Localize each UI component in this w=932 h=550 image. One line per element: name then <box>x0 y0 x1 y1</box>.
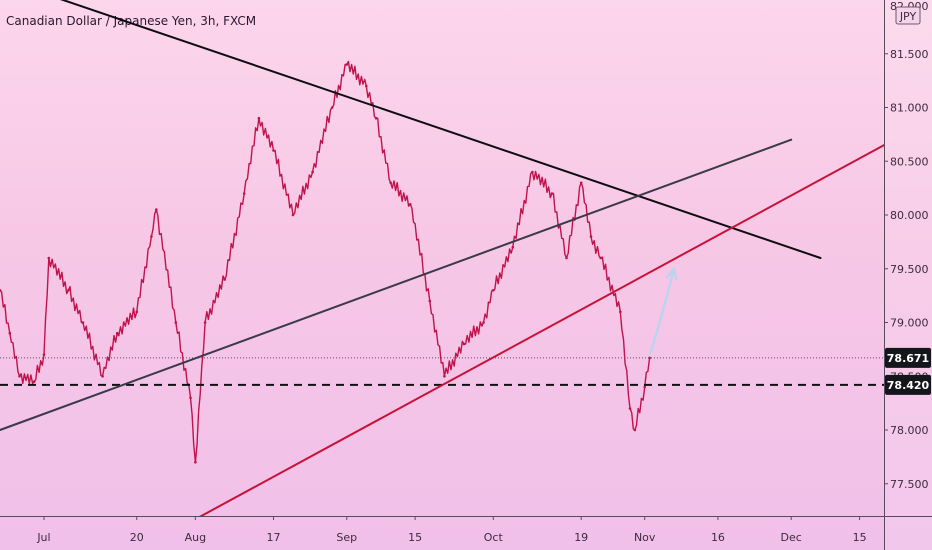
y-tick-label: 81.500 <box>890 48 929 61</box>
price-point-11 <box>150 235 153 238</box>
price-point-0 <box>0 289 2 292</box>
price-series-line <box>0 60 651 463</box>
price-axis-panel[interactable] <box>884 0 932 550</box>
price-point-2 <box>18 375 21 378</box>
price-point-18 <box>242 192 246 195</box>
price-point-39 <box>589 235 593 238</box>
x-tick-label: Jul <box>36 531 50 544</box>
price-point-3 <box>32 380 36 383</box>
price-point-15 <box>194 460 197 464</box>
price-point-7 <box>81 321 85 324</box>
support-level-tag-label: 78.420 <box>887 379 930 392</box>
price-point-34 <box>511 245 515 249</box>
upper-support-trendline[interactable] <box>0 138 793 431</box>
price-point-26 <box>374 116 378 120</box>
y-tick-label: 77.500 <box>890 478 929 491</box>
price-point-45 <box>648 356 651 360</box>
support-level-tag[interactable] <box>885 374 931 395</box>
x-tick-label: 15 <box>408 531 422 544</box>
y-tick-label: 80.000 <box>890 209 929 222</box>
x-tick-label: Dec <box>781 531 802 544</box>
price-point-21 <box>291 213 295 217</box>
currency-badge[interactable] <box>895 6 921 25</box>
price-point-22 <box>311 170 314 174</box>
price-point-31 <box>462 342 466 346</box>
price-point-20 <box>272 149 275 152</box>
price-point-12 <box>155 208 158 211</box>
x-tick-label: 20 <box>130 531 144 544</box>
price-point-5 <box>47 256 51 260</box>
y-tick-label: 81.000 <box>890 102 929 115</box>
lower-support-trendline[interactable] <box>195 144 884 519</box>
price-point-1 <box>8 331 12 335</box>
price-point-37 <box>565 256 568 260</box>
price-point-32 <box>482 321 485 324</box>
x-tick-label: 15 <box>853 531 867 544</box>
price-point-38 <box>579 181 583 185</box>
price-point-43 <box>633 428 637 432</box>
price-point-9 <box>115 331 119 335</box>
current-price-tag-label: 78.671 <box>887 352 929 365</box>
price-point-41 <box>619 310 622 314</box>
x-tick-label: Oct <box>484 531 504 544</box>
x-tick-label: 16 <box>711 531 725 544</box>
x-tick-label: Aug <box>185 531 206 544</box>
price-point-36 <box>550 192 554 195</box>
current-price-tag[interactable] <box>885 347 931 368</box>
price-point-35 <box>531 170 534 174</box>
chart-title: Canadian Dollar / Japanese Yen, 3h, FXCM <box>6 14 257 28</box>
price-point-27 <box>389 181 393 185</box>
projection-arrow-shaft[interactable] <box>648 268 676 356</box>
currency-label: JPY <box>899 10 917 23</box>
y-tick-label: 80.500 <box>890 155 929 168</box>
price-point-6 <box>67 289 70 292</box>
x-tick-label: Sep <box>336 531 357 544</box>
price-point-25 <box>365 84 368 88</box>
price-point-17 <box>223 278 226 281</box>
price-point-10 <box>135 310 139 314</box>
price-point-13 <box>174 321 178 324</box>
price-point-14 <box>189 396 192 400</box>
x-tick-label: 17 <box>267 531 281 544</box>
x-tick-label: 19 <box>574 531 588 544</box>
y-tick-label: 78.000 <box>890 424 929 437</box>
price-point-33 <box>492 289 495 292</box>
price-point-16 <box>203 321 207 324</box>
y-tick-label: 79.000 <box>890 317 929 330</box>
price-point-28 <box>409 203 412 206</box>
price-point-23 <box>330 106 334 109</box>
projection-arrow-head <box>665 267 678 281</box>
price-point-40 <box>599 256 602 260</box>
price-point-4 <box>42 353 46 357</box>
price-point-42 <box>628 407 632 410</box>
x-tick-label: Nov <box>634 531 656 544</box>
y-tick-label: 79.500 <box>890 263 929 276</box>
price-point-24 <box>345 63 349 66</box>
price-point-8 <box>101 375 104 378</box>
price-point-19 <box>257 116 261 120</box>
down-trend-trendline[interactable] <box>0 0 822 259</box>
price-point-30 <box>443 375 446 378</box>
price-point-29 <box>428 299 432 303</box>
price-point-44 <box>643 385 646 389</box>
